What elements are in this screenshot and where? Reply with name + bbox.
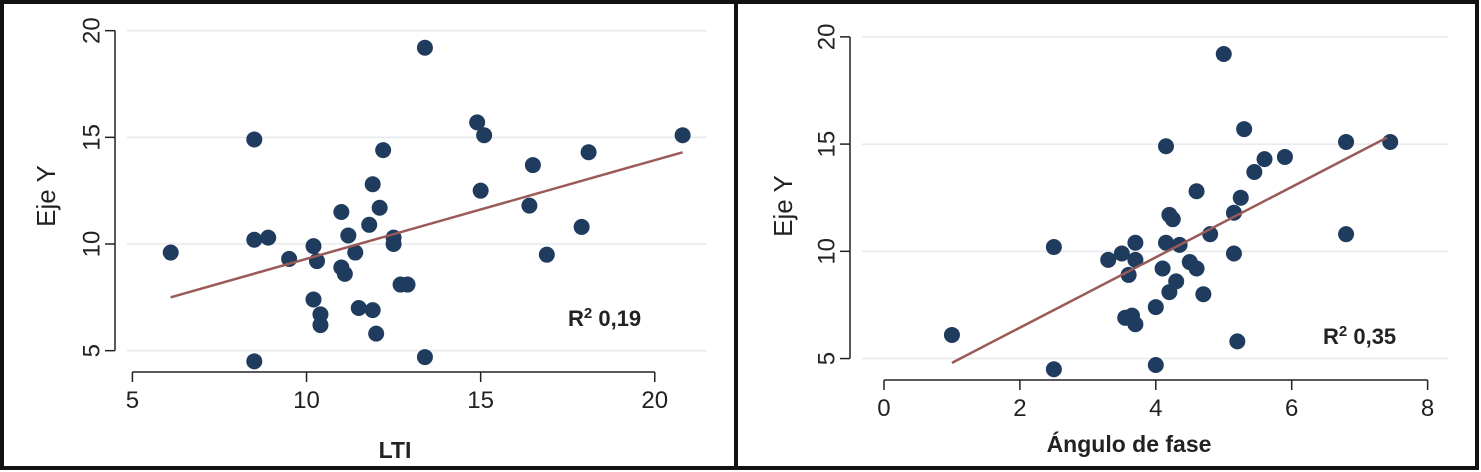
data-point (371, 199, 388, 216)
data-point (1164, 211, 1181, 228)
data-point (469, 114, 486, 131)
data-point (260, 229, 277, 246)
y-tick-label: 5 (813, 352, 840, 365)
x-tick-label: 20 (641, 387, 668, 414)
data-point (361, 216, 378, 233)
data-point (1215, 46, 1232, 63)
left-panel-border (0, 0, 738, 470)
y-tick-label: 15 (78, 124, 105, 151)
data-point (347, 244, 364, 261)
data-point (1045, 239, 1062, 256)
data-point (1188, 183, 1205, 200)
data-point (524, 157, 541, 174)
data-point (573, 218, 590, 235)
data-point (1232, 189, 1249, 206)
data-point (1256, 151, 1273, 168)
data-point (1127, 316, 1144, 333)
data-point (350, 300, 367, 316)
data-point (1157, 234, 1174, 251)
data-point (336, 265, 353, 282)
data-point (340, 227, 357, 244)
x-tick-label: 2 (1013, 395, 1026, 422)
data-point (1338, 133, 1355, 150)
data-point (1246, 163, 1263, 180)
data-point (1229, 333, 1246, 350)
chart-angulo-de-fase: 5 10 15 20 0 2 4 6 8 R2 0,35 Ángulo de fase Eje Y (768, 24, 1448, 457)
data-point (368, 325, 385, 342)
y-tick-label: 20 (78, 17, 105, 44)
right-panel-border (734, 0, 1479, 470)
data-point (1225, 204, 1242, 221)
data-point (1127, 251, 1144, 268)
data-point (246, 131, 263, 148)
x-tick-label: 10 (293, 387, 320, 414)
data-point (399, 276, 416, 293)
y-axis-title: Eje Y (31, 165, 61, 227)
data-point (1147, 356, 1164, 373)
data-point (1276, 148, 1293, 165)
x-axis-title: LTI (379, 437, 412, 463)
data-point (305, 238, 322, 255)
x-tick-label: 6 (1285, 395, 1298, 422)
y-tick-label: 5 (78, 344, 105, 357)
data-point (580, 144, 597, 161)
data-point (385, 236, 402, 252)
fit-line (951, 136, 1388, 364)
data-point (1147, 299, 1164, 316)
data-point (1225, 245, 1242, 262)
fit-line (170, 151, 683, 299)
data-point (364, 176, 381, 193)
data-point (1127, 234, 1144, 251)
y-tick-label: 15 (813, 131, 840, 158)
chart-lti: 5 10 15 20 5 10 15 20 R2 0,19 LTI Eje Y (31, 17, 707, 463)
data-point (312, 317, 329, 334)
data-point (472, 182, 489, 199)
data-point (1100, 251, 1117, 268)
data-point (1168, 273, 1185, 290)
data-point (162, 244, 179, 261)
data-point (1120, 266, 1137, 283)
y-tick-label: 10 (813, 238, 840, 265)
data-point (476, 127, 493, 144)
data-point (1113, 245, 1130, 262)
x-tick-label: 15 (467, 387, 494, 414)
r2-annotation: R2 0,19 (568, 305, 641, 332)
data-point (333, 204, 350, 220)
y-tick-label: 20 (813, 24, 840, 51)
data-point (1188, 260, 1205, 277)
data-point (1382, 133, 1399, 150)
data-point (364, 302, 381, 319)
x-tick-label: 4 (1149, 395, 1162, 422)
x-tick-label: 8 (1421, 395, 1434, 422)
data-point (1154, 260, 1171, 277)
data-point (305, 291, 322, 308)
data-point (521, 197, 538, 214)
r2-annotation: R2 0,35 (1323, 323, 1396, 350)
data-point (674, 127, 691, 144)
data-point (1236, 121, 1253, 138)
data-point (246, 353, 263, 370)
data-point (416, 39, 433, 56)
data-point (246, 231, 263, 248)
data-point (1195, 286, 1212, 303)
x-axis-title: Ángulo de fase (1047, 430, 1212, 457)
data-point (1338, 226, 1355, 243)
data-point (943, 326, 960, 343)
data-point (416, 349, 433, 366)
y-axis-title: Eje Y (768, 175, 798, 237)
data-point (1157, 138, 1174, 155)
data-point (1045, 361, 1062, 378)
x-tick-label: 5 (126, 387, 139, 414)
data-point (538, 246, 555, 263)
data-point (375, 142, 392, 159)
x-tick-label: 0 (877, 395, 890, 422)
y-tick-label: 10 (78, 231, 105, 258)
